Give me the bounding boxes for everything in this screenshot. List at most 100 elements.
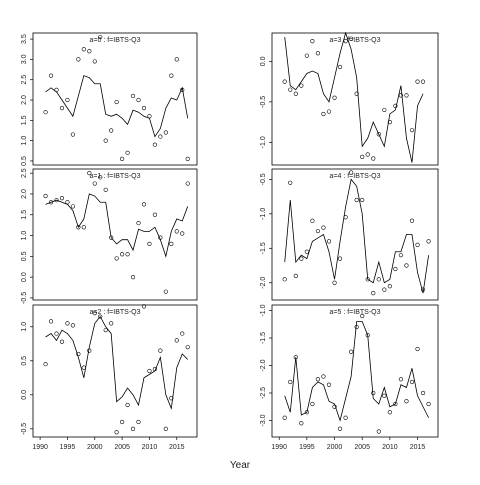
- x-tick-label: 2005: [354, 444, 370, 451]
- point: [415, 242, 420, 247]
- x-tick-label: 2005: [114, 444, 130, 451]
- point: [321, 374, 326, 379]
- point: [393, 266, 398, 272]
- point: [114, 256, 119, 261]
- point: [185, 181, 190, 186]
- y-tick-label: -0.5: [21, 423, 28, 435]
- point: [310, 218, 315, 223]
- point: [349, 349, 354, 354]
- point: [310, 401, 315, 407]
- point: [326, 239, 332, 244]
- panel-frame: [32, 304, 198, 438]
- point: [147, 241, 152, 246]
- point: [136, 220, 141, 226]
- point: [98, 175, 103, 180]
- point: [293, 91, 298, 96]
- y-tick-label: 3.5: [21, 34, 28, 44]
- x-tick-label: 2015: [169, 444, 185, 451]
- point: [321, 111, 326, 117]
- point: [387, 119, 392, 125]
- y-tick-label: -2.0: [260, 359, 267, 371]
- point: [404, 399, 409, 404]
- strip-label: a=0 : f=IBTS-Q3: [90, 37, 141, 44]
- point: [120, 156, 125, 162]
- point: [409, 379, 415, 385]
- y-tick-label: 1.0: [21, 231, 28, 241]
- point: [387, 410, 392, 415]
- point: [288, 180, 293, 185]
- point: [70, 323, 76, 328]
- point: [315, 51, 321, 56]
- point: [169, 241, 174, 246]
- point: [420, 79, 426, 84]
- point: [282, 277, 287, 282]
- point: [376, 277, 381, 282]
- point: [48, 319, 54, 324]
- y-tick-label: -0.5: [21, 292, 28, 304]
- point: [415, 346, 420, 352]
- point: [54, 87, 59, 92]
- point: [409, 218, 415, 223]
- fit-line: [284, 178, 429, 294]
- point: [360, 154, 365, 160]
- point: [59, 339, 65, 344]
- point: [420, 287, 426, 292]
- point: [332, 95, 337, 100]
- point: [141, 304, 147, 309]
- y-tick-label: 2.5: [21, 75, 28, 85]
- strip-label: a=1 : f=IBTS-Q3: [90, 173, 141, 180]
- strip-label: a=5 : f=IBTS-Q3: [330, 309, 381, 316]
- point: [180, 231, 185, 236]
- x-tick-label: 1995: [299, 444, 315, 451]
- point: [163, 426, 168, 431]
- strip-label: a=3 : f=IBTS-Q3: [330, 37, 381, 44]
- point: [398, 253, 404, 258]
- x-tick-label: 1990: [32, 444, 48, 451]
- point: [81, 225, 86, 230]
- point: [387, 284, 392, 289]
- panel-frame: [32, 32, 198, 166]
- y-tick-label: 2.0: [21, 95, 28, 105]
- panel-frame: [271, 304, 439, 438]
- point: [304, 249, 309, 254]
- y-tick-label: 0.0: [260, 56, 267, 66]
- y-tick-label: -1.0: [260, 208, 267, 220]
- point: [70, 204, 76, 209]
- point: [136, 97, 141, 103]
- point: [136, 419, 141, 425]
- point: [174, 338, 179, 343]
- point: [337, 256, 343, 261]
- point: [43, 193, 48, 199]
- y-tick-label: -0.5: [260, 173, 267, 185]
- point: [54, 331, 59, 336]
- fit-line: [284, 31, 424, 163]
- point: [371, 156, 376, 161]
- point: [158, 134, 163, 139]
- y-tick-label: -1.5: [260, 242, 267, 254]
- point: [337, 426, 343, 431]
- y-tick-label: 0.0: [21, 390, 28, 400]
- point: [92, 59, 97, 64]
- point: [349, 170, 354, 175]
- point: [152, 142, 158, 147]
- point: [120, 419, 125, 425]
- point: [409, 128, 415, 133]
- y-tick-label: 1.5: [21, 115, 28, 125]
- point: [48, 73, 54, 78]
- point: [147, 368, 152, 374]
- point: [398, 377, 404, 382]
- y-tick-label: -2.5: [260, 387, 267, 399]
- point: [109, 235, 114, 240]
- point: [321, 225, 326, 230]
- panel-frame: [271, 168, 439, 301]
- y-tick-label: -1.0: [260, 304, 267, 316]
- point: [332, 404, 337, 409]
- point: [398, 93, 404, 98]
- point: [185, 345, 190, 350]
- point: [81, 365, 86, 370]
- point: [163, 130, 168, 135]
- fit-line: [284, 321, 429, 422]
- point: [315, 228, 321, 234]
